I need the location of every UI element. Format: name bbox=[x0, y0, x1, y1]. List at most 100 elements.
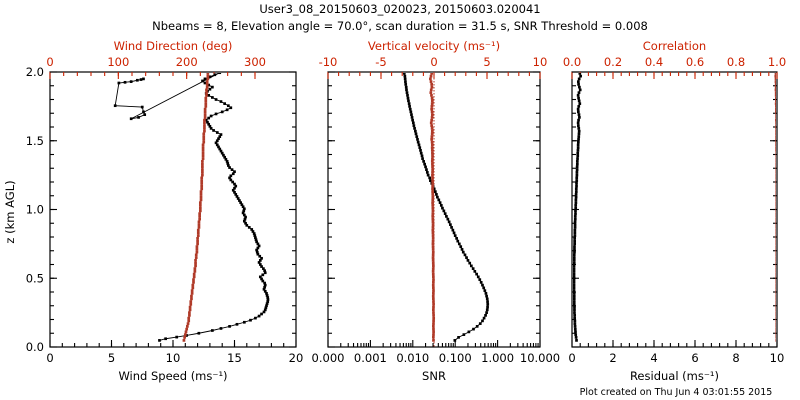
data-point bbox=[203, 110, 207, 114]
data-point bbox=[185, 327, 189, 331]
data-point bbox=[472, 327, 475, 331]
xtick-label-top: 0.2 bbox=[604, 55, 622, 69]
data-point bbox=[249, 318, 252, 322]
data-point bbox=[431, 220, 435, 224]
data-point bbox=[254, 236, 257, 240]
data-point bbox=[482, 316, 486, 320]
data-point bbox=[229, 106, 233, 110]
xtick-label-bottom: 10 bbox=[166, 351, 181, 365]
data-point bbox=[775, 198, 776, 202]
data-point bbox=[431, 190, 434, 193]
data-point bbox=[406, 96, 410, 100]
x-axis-top-label-snr: Vertical velocity (ms⁻¹) bbox=[368, 39, 500, 53]
data-point bbox=[425, 168, 428, 171]
data-point bbox=[775, 333, 776, 336]
data-point bbox=[431, 250, 435, 254]
data-point bbox=[236, 197, 240, 200]
data-point bbox=[573, 308, 576, 312]
xtick-label-top: 0.4 bbox=[645, 55, 663, 69]
data-point bbox=[203, 77, 207, 81]
data-point bbox=[573, 322, 577, 325]
data-point bbox=[775, 173, 776, 177]
data-point bbox=[242, 320, 246, 324]
data-point bbox=[262, 267, 265, 270]
data-point bbox=[255, 250, 259, 254]
data-point bbox=[775, 157, 776, 160]
data-point bbox=[575, 184, 578, 188]
data-point bbox=[432, 187, 436, 191]
data-point bbox=[431, 239, 435, 243]
data-point bbox=[775, 250, 776, 254]
data-point bbox=[578, 88, 582, 92]
data-point bbox=[209, 114, 213, 118]
data-point bbox=[432, 327, 435, 331]
data-point bbox=[469, 264, 473, 268]
xtick-label-top: 0.0 bbox=[563, 55, 581, 69]
data-point bbox=[429, 74, 433, 78]
data-point bbox=[430, 138, 434, 141]
data-point bbox=[430, 107, 434, 111]
x-axis-top-label-wind: Wind Direction (deg) bbox=[114, 39, 233, 53]
data-point bbox=[219, 149, 223, 153]
data-point bbox=[775, 278, 776, 281]
data-point bbox=[475, 325, 479, 328]
data-point bbox=[775, 195, 776, 199]
data-point bbox=[263, 308, 267, 312]
data-point bbox=[432, 286, 435, 290]
data-point bbox=[431, 283, 435, 287]
data-point bbox=[408, 107, 412, 111]
data-point bbox=[187, 319, 191, 323]
data-point bbox=[573, 275, 576, 279]
data-point bbox=[266, 296, 270, 299]
data-point bbox=[473, 270, 477, 273]
data-point bbox=[430, 113, 434, 116]
data-point bbox=[573, 327, 577, 331]
data-point bbox=[233, 186, 236, 190]
data-point bbox=[220, 110, 224, 114]
data-point bbox=[201, 143, 205, 147]
data-point bbox=[775, 336, 776, 339]
data-point bbox=[578, 85, 581, 89]
data-point bbox=[175, 335, 179, 339]
data-point bbox=[774, 102, 776, 105]
data-point bbox=[775, 113, 776, 116]
data-point bbox=[405, 88, 408, 92]
data-point bbox=[775, 239, 776, 243]
data-point bbox=[576, 146, 580, 149]
data-point bbox=[775, 149, 776, 152]
data-point bbox=[435, 193, 438, 196]
x-axis-bottom-label-residual: Residual (ms⁻¹) bbox=[630, 369, 719, 383]
data-point bbox=[573, 283, 576, 287]
data-point bbox=[775, 154, 776, 158]
data-point bbox=[228, 325, 231, 328]
data-point bbox=[191, 286, 195, 290]
data-point bbox=[201, 162, 204, 166]
data-point bbox=[574, 195, 578, 199]
data-point bbox=[199, 190, 203, 193]
data-point bbox=[431, 195, 435, 199]
data-point bbox=[775, 132, 776, 136]
data-point bbox=[574, 209, 577, 213]
data-point bbox=[431, 231, 435, 235]
data-point bbox=[459, 245, 463, 248]
data-point bbox=[455, 237, 458, 240]
data-point bbox=[184, 330, 188, 334]
data-point bbox=[196, 242, 199, 246]
data-point bbox=[437, 198, 441, 202]
data-point bbox=[432, 281, 435, 284]
data-point bbox=[204, 102, 208, 105]
data-point bbox=[191, 283, 195, 287]
data-point bbox=[775, 325, 776, 328]
data-point bbox=[775, 322, 776, 325]
data-point bbox=[242, 209, 246, 213]
data-point bbox=[207, 83, 211, 87]
data-point bbox=[431, 209, 435, 213]
data-point bbox=[577, 80, 580, 83]
panel-residual: 0 2 4 6 8 10 0.0 0.2 0.4 0.6 0.8 1.0 Correlation Resi… bbox=[563, 39, 786, 383]
data-point bbox=[432, 308, 435, 312]
data-point bbox=[428, 176, 432, 180]
data-point bbox=[431, 228, 435, 232]
ytick-label: 1.5 bbox=[26, 134, 44, 148]
data-point bbox=[431, 204, 435, 207]
data-point bbox=[432, 336, 435, 339]
